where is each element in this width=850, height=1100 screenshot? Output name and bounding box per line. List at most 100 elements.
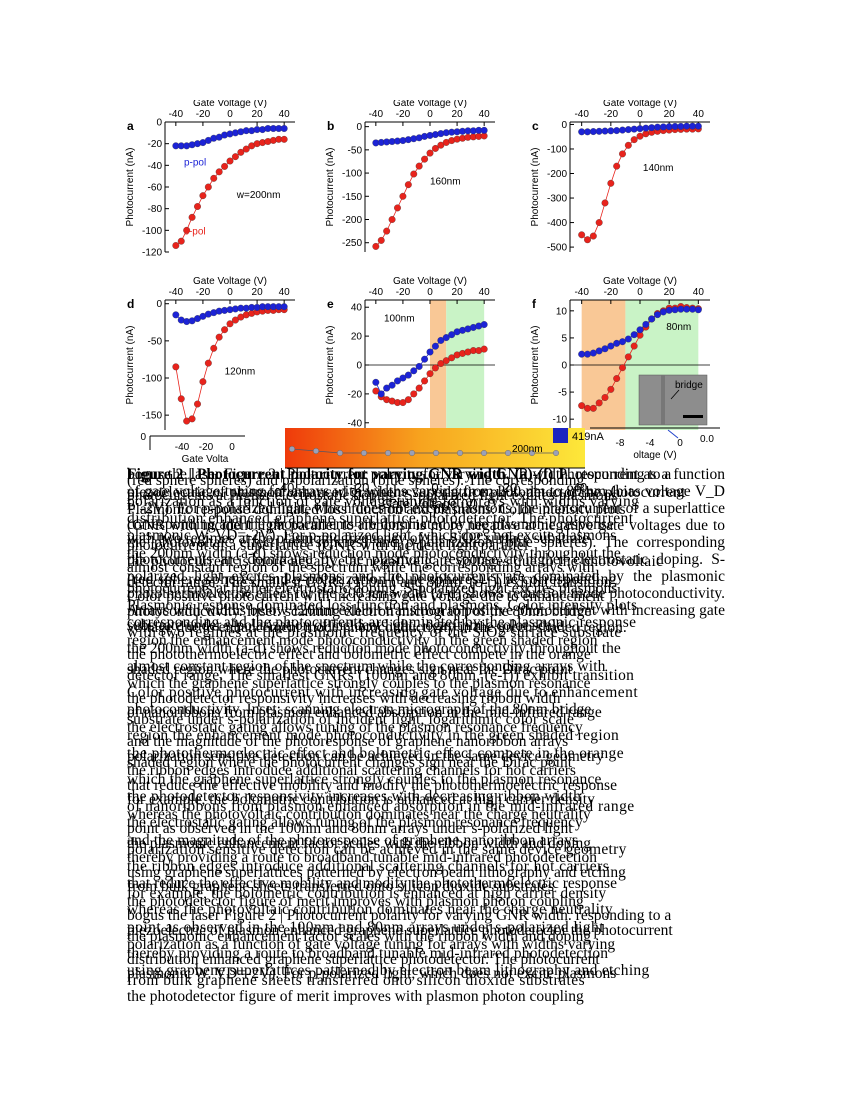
overlap-text-line-echo: for example, the bolometric contribution… xyxy=(127,791,595,808)
y-tick-label: 10 xyxy=(556,306,568,317)
x-tick-label: 20 xyxy=(252,109,264,120)
overlap-text-line-echo: polarization sensitive detection can be … xyxy=(127,747,604,765)
partial-right-ytick: 0.0 xyxy=(700,434,714,445)
x-axis-label: Gate Voltage (V) xyxy=(193,100,267,109)
y-tick-label: 20 xyxy=(351,332,363,343)
s-pol-point xyxy=(607,179,615,187)
s-pol-point xyxy=(183,226,191,234)
overlap-text-line-echo: the photothermoelectric effect and bolom… xyxy=(127,646,591,663)
p-pol-point xyxy=(654,311,661,319)
overlap-text-line: the ribbon edges introduce additional sc… xyxy=(127,857,610,875)
panel-letter: c xyxy=(532,119,539,133)
p-pol-point xyxy=(607,342,615,350)
overlap-text-line: the electrostatic gating allows tuning o… xyxy=(127,814,583,831)
s-pol-point xyxy=(177,237,185,245)
y-axis-label: Photocurrent (nA) xyxy=(325,148,336,227)
overlap-text-line: distribution enhanced graphene superlatt… xyxy=(127,509,634,527)
p-pol-point xyxy=(677,305,685,313)
inset-arrow xyxy=(670,389,680,400)
p-pol-point xyxy=(619,338,626,346)
x-tick-label: -40 xyxy=(574,287,589,298)
legend-swatch xyxy=(553,428,568,443)
s-pol-point xyxy=(578,402,586,410)
y-tick-label: 0 xyxy=(561,361,567,372)
p-pol-point xyxy=(399,374,407,382)
y-tick-label: -20 xyxy=(148,139,163,150)
x-tick-label: 20 xyxy=(664,109,676,120)
s-pol-point xyxy=(613,375,621,382)
y-tick-label: -150 xyxy=(142,411,162,422)
s-pol-point xyxy=(226,320,234,328)
overlap-text-line: of nanoribbons from plasmon enhanced abs… xyxy=(127,797,635,815)
p-pol-point xyxy=(659,308,667,316)
overlap-text-line-echo: (red sphere spheres) and p-polarization … xyxy=(127,472,585,489)
s-pol-point xyxy=(421,155,429,163)
colormap-point xyxy=(313,448,319,454)
s-pol-point xyxy=(215,168,223,176)
p-pol-point xyxy=(619,126,626,134)
bottom-x-tick: 40 xyxy=(573,480,587,495)
overlap-text-line-echo: distribution enhanced graphene superlatt… xyxy=(127,950,600,968)
x-tick-label: -20 xyxy=(396,287,411,298)
s-pol-point xyxy=(199,192,207,200)
overlap-text-line: the photocurrent is more negative at neg… xyxy=(127,553,664,570)
colormap xyxy=(285,428,585,468)
y-axis-label: Photocurrent (nA) xyxy=(125,326,136,405)
overlap-text-line-echo: Plasmonic response dominated loss functi… xyxy=(127,501,626,518)
overlap-text-line: point as observed in the 100nm and 80nm … xyxy=(127,918,605,936)
p-pol-point xyxy=(372,378,380,386)
overlap-text-line-echo: thereby providing a route to broadband t… xyxy=(127,849,598,866)
p-pol-point xyxy=(601,127,609,135)
overlap-text-line: almost constant region of the spectrum w… xyxy=(127,657,606,675)
x-tick-label: 40 xyxy=(279,109,291,120)
p-pol-point xyxy=(636,125,644,133)
overlap-text-line: the 200nm width (a-d) shows reduction mo… xyxy=(127,640,621,657)
overlap-text-line-echo: almost constant region of the spectrum w… xyxy=(127,559,595,576)
partial-y-label: 0 xyxy=(140,432,146,443)
y-tick-label: -150 xyxy=(342,192,362,203)
s-pol-point xyxy=(431,364,439,372)
s-pol-point xyxy=(601,394,609,401)
overlap-text-line: Color positive photocurrent with increas… xyxy=(127,683,639,701)
y-tick-label: 0 xyxy=(561,120,567,131)
s-pol-point xyxy=(442,357,450,365)
y-axis-label: Photocurrent (nA) xyxy=(125,148,136,227)
y-tick-label: -250 xyxy=(342,238,362,249)
p-pol-point xyxy=(584,128,591,136)
p-pol-point xyxy=(694,122,702,130)
s-pol-point xyxy=(231,153,239,161)
s-pol-point xyxy=(226,157,234,165)
overlap-text-line: bogus the laser Figure 2 | Photocurrent … xyxy=(127,466,672,483)
width-note: w=200nm xyxy=(236,190,281,201)
p-pol-point xyxy=(613,127,621,135)
y-tick-label: -500 xyxy=(547,243,567,254)
s-pol-point xyxy=(613,162,621,170)
partial-right-label: oltage (V) xyxy=(633,450,676,461)
x-tick-label: -40 xyxy=(369,109,384,120)
panel-letter: e xyxy=(327,297,334,311)
colormap-point xyxy=(433,450,439,456)
bottom-x-tick: 20 xyxy=(503,480,517,495)
overlap-text-line-echo: the 200nm width (a-d) shows reduction mo… xyxy=(127,544,621,562)
p-pol-label: p-pol xyxy=(184,157,206,168)
figure-2: -40 -20 0 20 40 Gate Voltage (V) 0 -20 -40 -60 -80… xyxy=(120,100,730,530)
overlap-text-line-echo: photocurrents at higher electrostatic do… xyxy=(127,486,618,504)
overlap-text-line-echo: the ribbon edges introduce additional sc… xyxy=(127,762,576,779)
overlap-text-line-echo: the electrostatic gating allows tuning o… xyxy=(127,718,583,736)
width-note: 120nm xyxy=(225,366,256,377)
s-pol-point xyxy=(404,396,412,404)
overlap-text-line: region the enhancement mode photoconduct… xyxy=(127,727,620,744)
p-pol-point xyxy=(648,315,656,323)
p-pol-point xyxy=(421,355,429,363)
overlap-text-line: piezoelectric of plasmon enhanced graphe… xyxy=(127,483,686,501)
s-pol-point xyxy=(601,199,609,207)
overlap-text-line-echo: that reduce the effective mobility and m… xyxy=(127,776,617,794)
y-tick-label: 0 xyxy=(156,118,162,129)
width-note: 140nm xyxy=(643,163,674,174)
y-tick-label: -100 xyxy=(547,144,567,155)
s-pol-point xyxy=(372,242,380,250)
p-pol-point xyxy=(426,348,434,356)
s-pol-point xyxy=(394,204,401,212)
overlap-text-line-echo: region the enhancement mode photoconduct… xyxy=(127,631,598,649)
